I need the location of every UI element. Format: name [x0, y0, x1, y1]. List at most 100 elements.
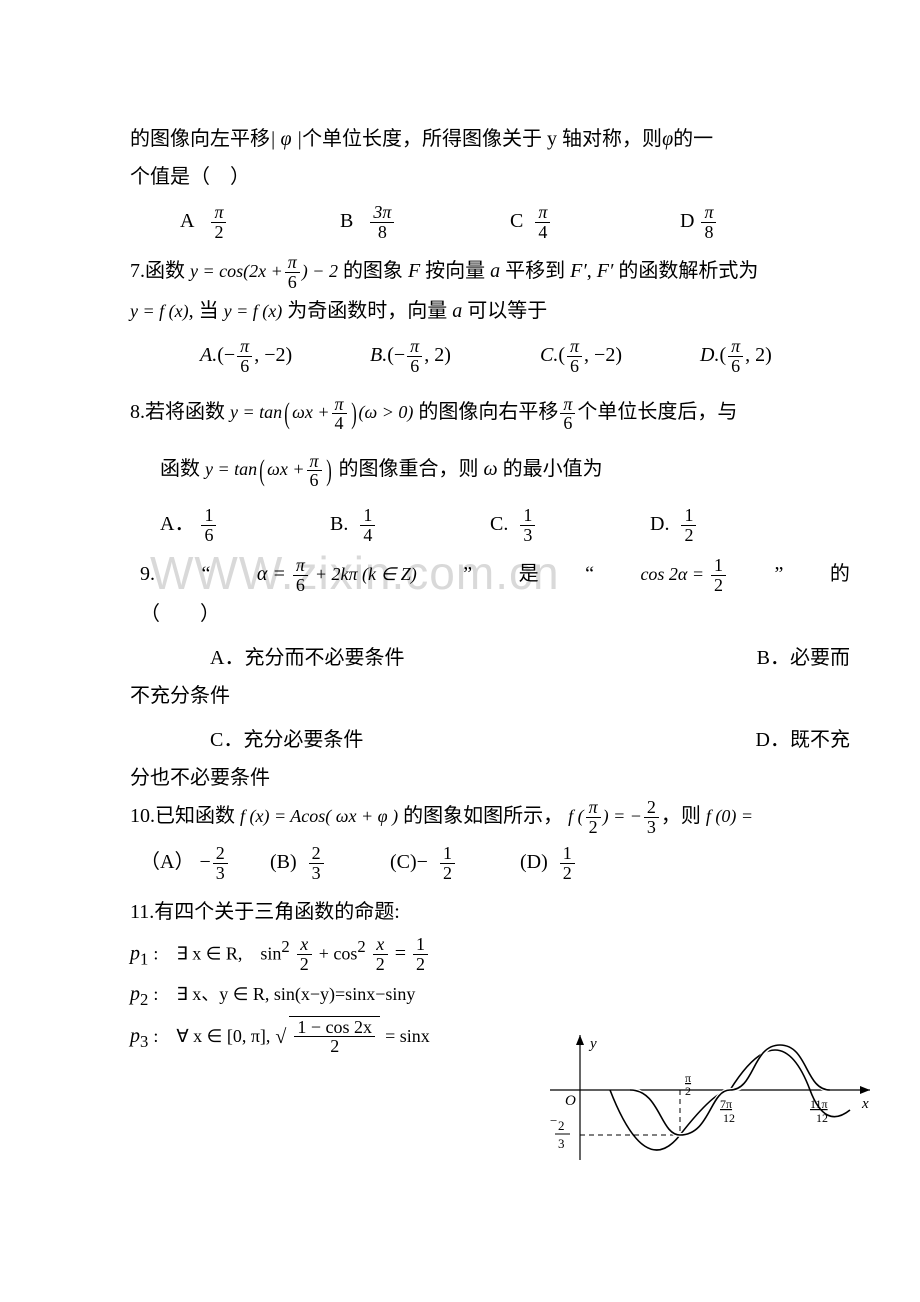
opt-a: （A） −23: [140, 843, 270, 883]
page-content: 的图像向左平移| φ |个单位长度，所得图像关于 y 轴对称，则φ的一 个值是（…: [130, 120, 850, 1057]
den: 2: [560, 864, 575, 883]
p: , 2): [424, 344, 451, 366]
vector-a: a: [490, 260, 500, 282]
p: , 2): [745, 344, 772, 366]
expr: (ω > 0): [359, 402, 414, 422]
phi2: φ: [662, 128, 673, 150]
den: 2: [373, 955, 388, 974]
num: π: [293, 556, 308, 576]
opt-label: C: [510, 210, 523, 232]
num: 1: [711, 556, 726, 576]
expr: y = tan: [205, 459, 257, 479]
text: 的图像重合，则: [339, 458, 479, 480]
q9-line-1: 9. “ α = π6 + 2kπ (k ∈ Z) ” 是 “ cos 2α =…: [140, 555, 850, 595]
text: 个单位长度后，与: [577, 401, 737, 423]
den: 6: [285, 273, 300, 292]
expr: ) − 2: [302, 261, 338, 281]
omega: ω: [484, 458, 498, 480]
p: , −2): [254, 344, 292, 366]
lparen-icon: (: [284, 385, 290, 442]
quote: ”: [463, 555, 472, 593]
opt-b: B. 14: [330, 505, 490, 545]
den: 2: [681, 526, 696, 545]
p: p: [130, 983, 140, 1005]
text: 的函数解析式为: [618, 260, 758, 282]
den: 3: [309, 864, 324, 883]
q9-b2: 不充分条件: [130, 677, 850, 715]
comma: ,: [587, 260, 592, 282]
eq: =: [395, 942, 406, 964]
sup: 2: [357, 937, 365, 956]
opt-d: (D) 12: [520, 843, 577, 883]
graph-svg: y x O 2 3 − π 2 7π 12 11π 12: [550, 1030, 880, 1180]
Fp: F′: [570, 260, 587, 282]
opt-label: A.: [200, 344, 217, 366]
num: π: [567, 337, 582, 357]
q10-options: （A） −23 (B) 23 (C)− 12 (D) 12: [140, 843, 850, 883]
expr: α =: [257, 563, 286, 585]
text: 为奇函数时，向量: [287, 300, 447, 322]
q11-title: 11.有四个关于三角函数的命题:: [130, 893, 850, 931]
sup: 2: [281, 937, 289, 956]
den: 4: [332, 414, 347, 433]
den: 6: [201, 526, 216, 545]
expr: y = tan: [230, 402, 282, 422]
opt-a: A π2: [180, 202, 340, 242]
text: 8.若将函数: [130, 401, 225, 423]
quote: “: [201, 555, 210, 593]
den: 3: [644, 818, 659, 837]
num: x: [373, 935, 388, 955]
quote: ”: [775, 555, 784, 593]
opt-a: A.(−π6, −2): [200, 336, 370, 376]
num: 2: [213, 844, 228, 864]
den: 4: [535, 223, 550, 242]
den: 6: [307, 471, 322, 490]
num: 1: [520, 506, 535, 526]
den: 6: [237, 357, 252, 376]
text: 是: [519, 555, 539, 593]
Fp2: F′: [597, 260, 614, 282]
text: 的最小值为: [503, 458, 603, 480]
q6-options: A π2 B 3π8 C π4 D π8: [180, 202, 850, 242]
den: 6: [567, 357, 582, 376]
opt-label: A．: [160, 513, 194, 535]
text: ，则: [661, 805, 701, 827]
lparen-icon: (: [259, 442, 265, 499]
den: 2: [297, 955, 312, 974]
q10-line-1: 10.已知函数 f (x) = Acos( ωx + φ ) 的图象如图所示， …: [130, 797, 850, 837]
text: : ∃ x、y ∈ R, sin(x−y)=sinx−siny: [153, 984, 415, 1004]
frac-num: π: [685, 1071, 691, 1085]
opt-c: (C)− 12: [390, 843, 520, 883]
sqrt-icon: 1 − cos 2x2: [275, 1016, 380, 1057]
text: : ∀ x ∈ [0, π],: [153, 1026, 270, 1046]
text: , 当: [189, 300, 219, 322]
expr: y = f (x): [224, 301, 283, 321]
origin-label: O: [565, 1093, 576, 1109]
num: π: [211, 203, 226, 223]
frac-den: 12: [723, 1111, 735, 1125]
num: π: [560, 395, 575, 415]
opt-c: C.(π6, −2): [540, 336, 700, 376]
opt-a: A． 16: [160, 505, 330, 545]
opt-b: (B) 23: [270, 843, 390, 883]
text: : ∃ x ∈ R, sin: [153, 943, 281, 963]
den: 2: [711, 576, 726, 595]
x-label: x: [861, 1096, 869, 1112]
text: 7.函数: [130, 260, 185, 282]
opt-label: B.: [330, 513, 348, 535]
frac-den: 12: [816, 1111, 828, 1125]
den: 6: [407, 357, 422, 376]
den: 2: [440, 864, 455, 883]
num: 2: [644, 798, 659, 818]
den: 3: [520, 526, 535, 545]
opt-label: A: [180, 210, 194, 232]
opt-d: D. 12: [650, 505, 698, 545]
num: π: [407, 337, 422, 357]
q9-num: 9.: [140, 555, 155, 593]
num: 1 − cos 2x: [294, 1018, 375, 1038]
vector-a: a: [452, 300, 462, 322]
num: 1: [360, 506, 375, 526]
opt-label: D.: [700, 344, 719, 366]
opt-label: D: [680, 210, 694, 232]
frac-den: 2: [685, 1084, 691, 1098]
